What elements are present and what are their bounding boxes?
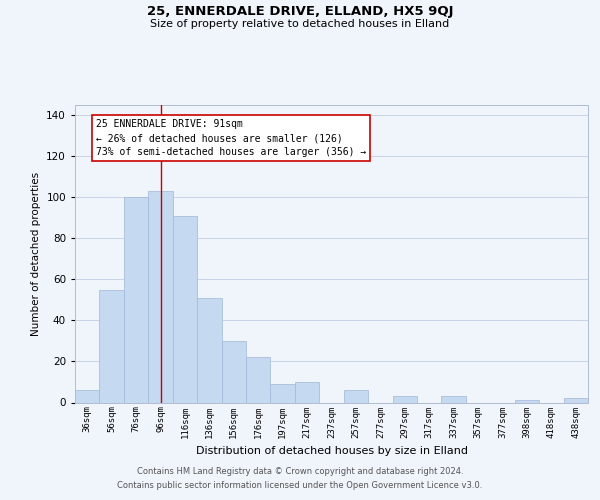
Bar bbox=[344, 390, 368, 402]
Bar bbox=[173, 216, 197, 402]
Bar bbox=[515, 400, 539, 402]
Bar bbox=[246, 358, 271, 403]
Bar bbox=[295, 382, 319, 402]
Text: Size of property relative to detached houses in Elland: Size of property relative to detached ho… bbox=[151, 19, 449, 29]
Bar bbox=[563, 398, 588, 402]
Bar bbox=[221, 341, 246, 402]
Text: 25, ENNERDALE DRIVE, ELLAND, HX5 9QJ: 25, ENNERDALE DRIVE, ELLAND, HX5 9QJ bbox=[147, 5, 453, 18]
Text: 25 ENNERDALE DRIVE: 91sqm
← 26% of detached houses are smaller (126)
73% of semi: 25 ENNERDALE DRIVE: 91sqm ← 26% of detac… bbox=[96, 120, 366, 158]
Bar bbox=[442, 396, 466, 402]
Bar bbox=[124, 198, 148, 402]
Y-axis label: Number of detached properties: Number of detached properties bbox=[31, 172, 41, 336]
Bar bbox=[197, 298, 221, 403]
Bar bbox=[392, 396, 417, 402]
Bar bbox=[271, 384, 295, 402]
Bar bbox=[148, 191, 173, 402]
Bar bbox=[75, 390, 100, 402]
Text: Contains HM Land Registry data © Crown copyright and database right 2024.: Contains HM Land Registry data © Crown c… bbox=[137, 467, 463, 476]
Bar bbox=[100, 290, 124, 403]
Text: Contains public sector information licensed under the Open Government Licence v3: Contains public sector information licen… bbox=[118, 481, 482, 490]
X-axis label: Distribution of detached houses by size in Elland: Distribution of detached houses by size … bbox=[196, 446, 467, 456]
